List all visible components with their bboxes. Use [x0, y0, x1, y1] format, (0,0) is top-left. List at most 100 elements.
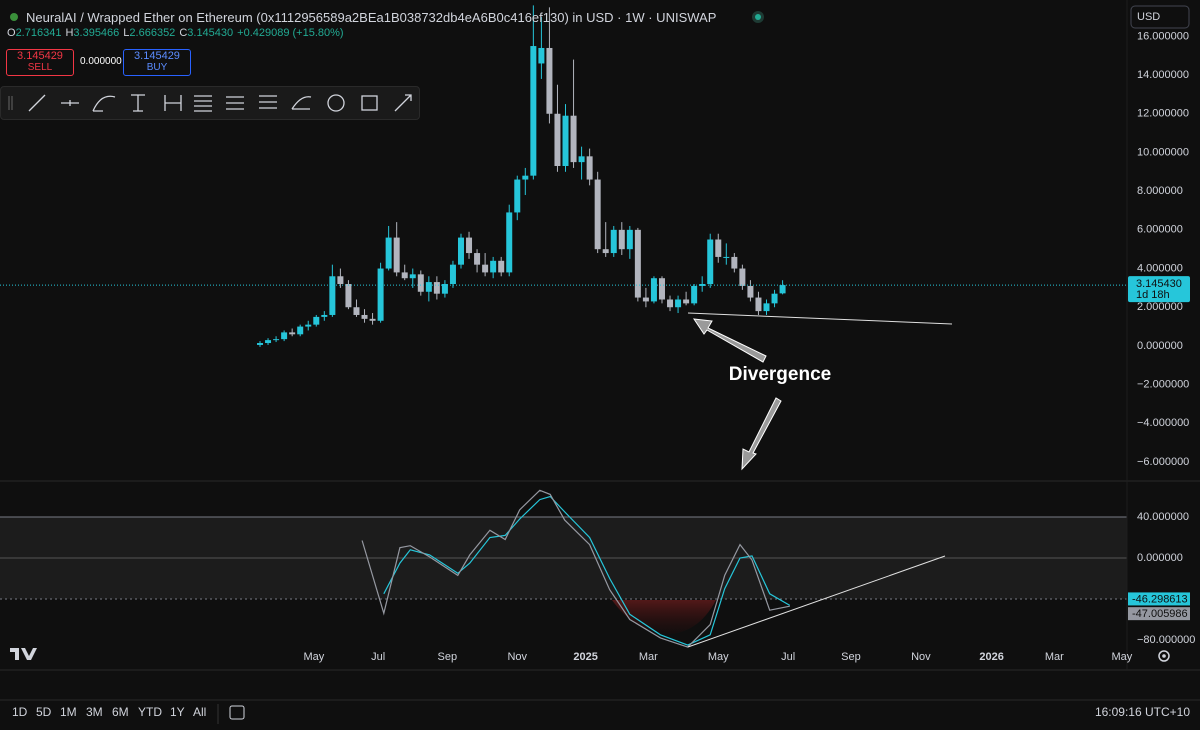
trend-line [687, 555, 946, 648]
trend-line [687, 312, 953, 325]
candle-body [642, 297, 649, 302]
range-button[interactable]: 1M [60, 705, 77, 719]
y-tick-label: 6.000000 [1137, 224, 1183, 236]
ohlc-value: 3.395466 [73, 27, 120, 39]
last-value-box [1128, 607, 1190, 621]
settings-icon-center [1162, 654, 1166, 658]
drawing-toolbar [0, 86, 420, 120]
y-tick-label: 0.000000 [1137, 340, 1183, 352]
y-tick-label: 2.000000 [1137, 301, 1183, 313]
range-button[interactable]: 1Y [170, 705, 185, 719]
candle-body [675, 299, 682, 308]
y-tick-label: −4.000000 [1137, 417, 1189, 429]
candle-body [498, 260, 505, 273]
range-button[interactable]: 3M [86, 705, 103, 719]
symbol-icon [10, 13, 18, 21]
ohlc-change: +0.429089 (+15.80%) [237, 27, 344, 39]
buy-price: 3.145429 [134, 50, 180, 62]
candle-body [715, 239, 722, 257]
candle-body [658, 278, 665, 300]
x-tick-label: May [303, 651, 324, 663]
candle-body [273, 339, 280, 341]
tool-channel[interactable] [226, 96, 244, 110]
sell-price: 3.145429 [17, 50, 63, 62]
currency[interactable]: USD [1137, 11, 1161, 23]
y-tick-label: 0.000000 [1137, 552, 1183, 564]
ohlc-value: 2.666352 [129, 27, 176, 39]
ohlc-legend: O2.716341 H3.395466 L2.666352 C3.145430 +0.4… [7, 27, 344, 39]
candle-body [337, 276, 344, 285]
y-tick-label: −2.000000 [1137, 379, 1189, 391]
candle-body [755, 297, 762, 312]
candle-body [393, 237, 400, 273]
candle-body [763, 303, 770, 312]
settings-icon[interactable] [1158, 650, 1170, 662]
tool-ray[interactable] [61, 100, 79, 106]
x-tick-label: Nov [507, 651, 527, 663]
tool-fib[interactable] [194, 95, 212, 112]
candle-body [707, 239, 714, 285]
candle-body [691, 285, 698, 304]
range-button[interactable]: YTD [138, 705, 162, 719]
oscillator-line [361, 489, 790, 648]
x-tick-label: May [1111, 651, 1132, 663]
candle-body [417, 274, 424, 292]
x-tick-label: Jul [371, 651, 385, 663]
x-tick-label: Sep [841, 651, 861, 663]
candle-body [570, 115, 577, 163]
currency-select[interactable] [1130, 5, 1190, 29]
candle-body [610, 229, 617, 254]
candle-body [281, 332, 288, 340]
range-button[interactable]: 1D [12, 705, 28, 719]
buy-button[interactable]: 3.145429 BUY [123, 49, 191, 76]
candle-body [265, 340, 272, 344]
y-tick-label: 12.000000 [1137, 108, 1189, 120]
range-button[interactable]: All [193, 705, 207, 719]
tool-arrow[interactable] [394, 94, 412, 112]
candle-body [771, 293, 778, 304]
calendar-icon[interactable] [229, 705, 245, 720]
candle-body [554, 113, 561, 166]
candle-body [425, 282, 432, 292]
candle-body [747, 285, 754, 298]
tool-measure[interactable] [164, 95, 182, 111]
candle-body [546, 47, 553, 114]
ohlc-value: 2.716341 [15, 27, 62, 39]
y-tick-label: 8.000000 [1137, 185, 1183, 197]
tool-rect[interactable] [361, 95, 378, 111]
symbol-title: NeuralAI / Wrapped Ether on Ethereum (0x… [26, 10, 717, 25]
candle-body [457, 237, 464, 265]
tool-pitchfork[interactable] [259, 95, 277, 109]
candle-body [667, 299, 674, 308]
x-tick-label: 2026 [979, 651, 1003, 663]
last-value-label: -47.005986 [1132, 608, 1188, 620]
x-tick-label: Sep [438, 651, 458, 663]
last-value-label: -46.298613 [1132, 593, 1188, 605]
x-tick-label: Jul [781, 651, 795, 663]
countdown: 1d 18h [1136, 289, 1170, 301]
candle-body [305, 324, 312, 327]
x-tick-label: Nov [911, 651, 931, 663]
candle-body [345, 284, 352, 308]
tool-curve[interactable] [291, 96, 312, 110]
candle-body [377, 268, 384, 321]
range-button[interactable]: 6M [112, 705, 129, 719]
candle-body [731, 256, 738, 269]
candle-body [433, 282, 440, 294]
candle-body [409, 274, 416, 279]
last-price-label: 3.145430 [1136, 278, 1182, 290]
tool-trend-line[interactable] [28, 94, 46, 112]
candle-body [562, 115, 569, 166]
tool-brush[interactable] [92, 95, 116, 112]
tool-circle[interactable] [327, 94, 345, 112]
candle-body [618, 229, 625, 250]
sell-button[interactable]: 3.145429 SELL [6, 49, 74, 76]
candle-body [329, 276, 336, 315]
x-tick-label: May [708, 651, 729, 663]
range-button[interactable]: 5D [36, 705, 52, 719]
toolbar-icons [8, 94, 412, 112]
arrow [692, 318, 767, 363]
y-tick-label: 10.000000 [1137, 146, 1189, 158]
tool-vertical[interactable] [131, 94, 145, 112]
spread: 0.000000 [80, 56, 122, 67]
